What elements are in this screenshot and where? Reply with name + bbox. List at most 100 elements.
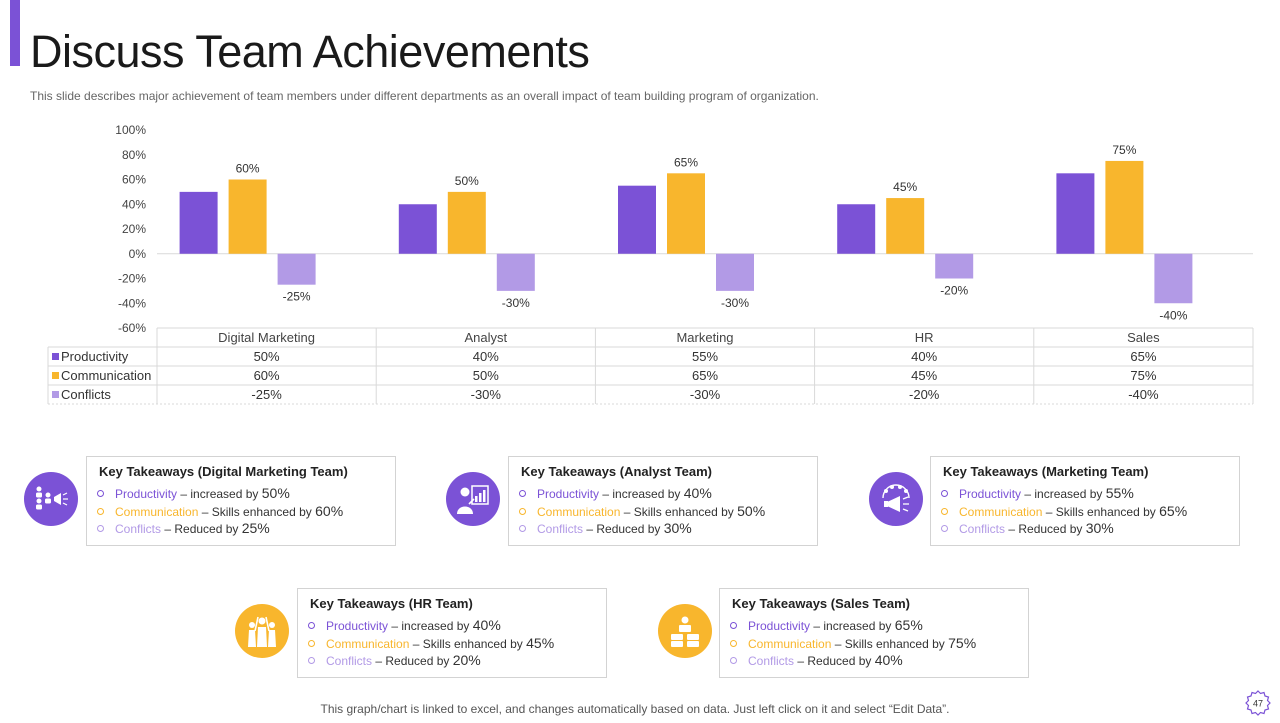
- takeaway-label: Communication: [326, 637, 410, 651]
- takeaway-value: 50%: [737, 503, 766, 519]
- analyst-presenter-icon: [446, 472, 500, 526]
- takeaway-label: Conflicts: [748, 654, 795, 668]
- takeaway-value: 25%: [241, 520, 270, 536]
- data-label: 75%: [1112, 143, 1136, 157]
- takeaway-line-productivity: Productivity – increased by 55%: [941, 485, 1134, 501]
- money-stack-icon: [658, 604, 712, 658]
- bar-productivity: [837, 204, 876, 254]
- y-tick-label: -20%: [118, 272, 146, 286]
- category-label: Digital Marketing: [218, 330, 315, 345]
- bar-conflicts: [935, 253, 974, 279]
- takeaway-line-conflicts: Conflicts – Reduced by 30%: [519, 520, 692, 536]
- category-label: Marketing: [676, 330, 733, 345]
- bar-communication: [447, 191, 486, 254]
- takeaway-value: 65%: [894, 617, 923, 633]
- takeaway-label: Productivity: [959, 487, 1022, 501]
- table-cell: 75%: [1130, 368, 1156, 383]
- y-tick-label: 0%: [129, 247, 147, 261]
- data-label: -25%: [283, 290, 311, 304]
- takeaway-line-communication: Communication – Skills enhanced by 65%: [941, 503, 1187, 519]
- takeaway-value: 30%: [1085, 520, 1114, 536]
- y-tick-label: 100%: [115, 123, 146, 137]
- takeaway-label: Conflicts: [115, 522, 162, 536]
- legend-label: Productivity: [61, 349, 129, 364]
- takeaway-label: Productivity: [115, 487, 178, 501]
- table-cell: 50%: [254, 349, 280, 364]
- legend-label: Communication: [61, 368, 151, 383]
- people-group-icon: [235, 604, 289, 658]
- takeaway-text: – Reduced by: [161, 522, 242, 536]
- takeaway-line-conflicts: Conflicts – Reduced by 40%: [730, 652, 903, 668]
- accent-bar: [10, 0, 20, 66]
- data-label: -20%: [940, 284, 968, 298]
- takeaway-line-conflicts: Conflicts – Reduced by 30%: [941, 520, 1114, 536]
- bar-communication: [1105, 160, 1144, 254]
- footer-note: This graph/chart is linked to excel, and…: [320, 702, 950, 716]
- slide-title: Discuss Team Achievements: [30, 26, 590, 77]
- bar-conflicts: [277, 253, 316, 285]
- takeaway-label: Conflicts: [326, 654, 373, 668]
- bar-conflicts: [716, 253, 754, 291]
- takeaway-line-conflicts: Conflicts – Reduced by 20%: [308, 652, 481, 668]
- takeaway-title: Key Takeaways (Marketing Team): [943, 464, 1149, 479]
- legend-swatch-conflicts: [52, 391, 59, 398]
- takeaway-text: – Skills enhanced by: [831, 637, 949, 651]
- takeaway-label: Communication: [748, 637, 832, 651]
- takeaway-text: – increased by: [1021, 487, 1106, 501]
- bar-conflicts: [1154, 253, 1193, 304]
- table-cell: -40%: [1128, 387, 1159, 402]
- takeaway-title: Key Takeaways (HR Team): [310, 596, 473, 611]
- table-cell: -30%: [471, 387, 502, 402]
- takeaway-text: – increased by: [388, 619, 473, 633]
- takeaway-line-communication: Communication – Skills enhanced by 45%: [308, 635, 554, 651]
- y-tick-label: -60%: [118, 321, 146, 335]
- table-cell: -20%: [909, 387, 940, 402]
- takeaway-value: 40%: [683, 485, 712, 501]
- takeaway-line-productivity: Productivity – increased by 65%: [730, 617, 923, 633]
- data-label: 60%: [236, 162, 260, 176]
- takeaway-text: – Skills enhanced by: [620, 505, 738, 519]
- takeaway-value: 50%: [261, 485, 290, 501]
- takeaway-value: 60%: [315, 503, 344, 519]
- gear-icon: 47: [1245, 690, 1271, 716]
- table-cell: -30%: [690, 387, 721, 402]
- takeaway-label: Communication: [537, 505, 621, 519]
- takeaway-card-analyst: Key Takeaways (Analyst Team) Productivit…: [508, 456, 818, 546]
- takeaway-label: Productivity: [748, 619, 811, 633]
- data-label: -30%: [502, 296, 530, 310]
- takeaway-value: 45%: [526, 635, 555, 651]
- category-label: HR: [915, 330, 934, 345]
- slide-subtitle: This slide describes major achievement o…: [30, 89, 819, 103]
- bar-productivity: [618, 185, 656, 254]
- takeaway-title: Key Takeaways (Analyst Team): [521, 464, 712, 479]
- data-label: -40%: [1159, 308, 1187, 322]
- takeaway-title: Key Takeaways (Sales Team): [732, 596, 911, 611]
- table-cell: 60%: [254, 368, 280, 383]
- table-cell: 65%: [1130, 349, 1156, 364]
- y-tick-label: 40%: [122, 197, 146, 211]
- takeaway-value: 20%: [452, 652, 481, 668]
- takeaway-card-marketing: Key Takeaways (Marketing Team) Productiv…: [930, 456, 1240, 546]
- data-label: -30%: [721, 296, 749, 310]
- takeaway-text: – Reduced by: [583, 522, 664, 536]
- table-cell: 55%: [692, 349, 718, 364]
- takeaway-line-productivity: Productivity – increased by 40%: [519, 485, 712, 501]
- takeaway-text: – Reduced by: [794, 654, 875, 668]
- takeaway-value: 65%: [1159, 503, 1188, 519]
- table-cell: -25%: [251, 387, 282, 402]
- takeaway-text: – Skills enhanced by: [1042, 505, 1160, 519]
- achievement-bar-chart[interactable]: 100% 80% 60% 40% 20% 0% -20% -40% -60% 60% 50% 65% 4…: [0, 118, 1270, 410]
- table-cell: 40%: [473, 349, 499, 364]
- bar-productivity: [398, 204, 437, 254]
- marketing-megaphone-icon: [869, 472, 923, 526]
- takeaway-card-sales: Key Takeaways (Sales Team) Productivity …: [719, 588, 1029, 678]
- bar-conflicts: [496, 253, 535, 291]
- takeaway-title: Key Takeaways (Digital Marketing Team): [99, 464, 348, 479]
- bar-communication: [667, 173, 705, 254]
- takeaway-label: Communication: [115, 505, 199, 519]
- bar-productivity: [1056, 173, 1095, 254]
- legend-swatch-communication: [52, 372, 59, 379]
- takeaway-text: – Skills enhanced by: [409, 637, 527, 651]
- table-cell: 65%: [692, 368, 718, 383]
- table-cell: 45%: [911, 368, 937, 383]
